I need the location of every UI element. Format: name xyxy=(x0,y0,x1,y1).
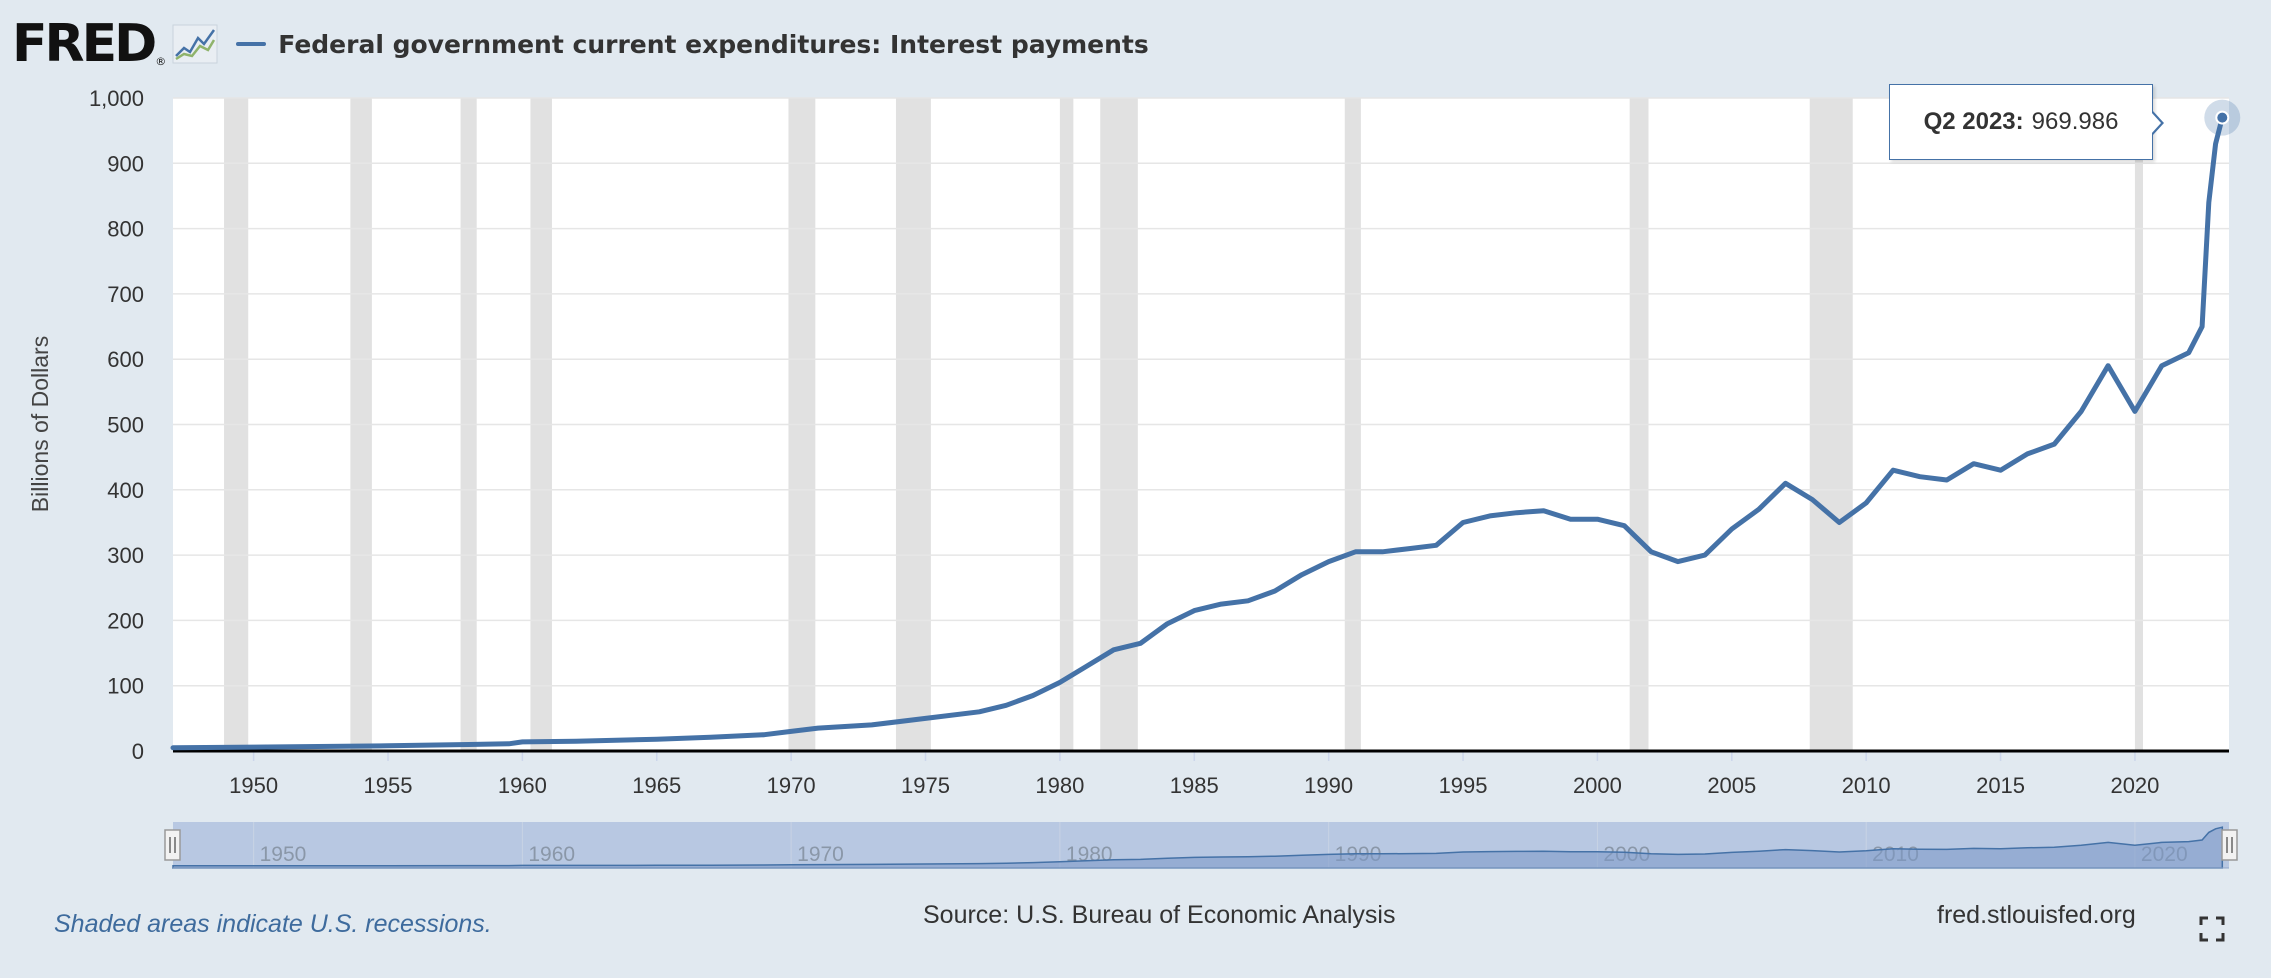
x-tick-label: 2010 xyxy=(1842,773,1891,798)
y-tick-label: 800 xyxy=(107,217,144,242)
series-line[interactable] xyxy=(170,115,2225,751)
x-tick-label: 1980 xyxy=(1035,773,1084,798)
y-tick-label: 500 xyxy=(107,413,144,438)
x-tick-label: 2000 xyxy=(1573,773,1622,798)
fred-registered-mark: ® xyxy=(155,55,167,68)
series-swatch xyxy=(236,42,267,46)
x-tick-label: 1970 xyxy=(767,773,816,798)
y-tick-label: 700 xyxy=(107,282,144,307)
y-tick-label: 100 xyxy=(107,674,144,699)
navigator-handle-left[interactable] xyxy=(164,829,181,861)
x-tick-label: 1960 xyxy=(498,773,547,798)
tooltip: Q2 2023: 969.986 xyxy=(1889,84,2153,160)
x-tick-label: 2020 xyxy=(2110,773,2159,798)
navigator-tick-label: 1960 xyxy=(528,843,575,866)
x-tick-label: 1995 xyxy=(1439,773,1488,798)
y-tick-label: 200 xyxy=(107,608,144,633)
site-link[interactable]: fred.stlouisfed.org xyxy=(1937,901,2136,929)
x-tick-label: 1950 xyxy=(229,773,278,798)
x-tick-label: 1985 xyxy=(1170,773,1219,798)
fullscreen-icon[interactable] xyxy=(2199,916,2225,942)
chart-title: Federal government current expenditures:… xyxy=(278,29,1149,59)
navigator-tick-label: 1950 xyxy=(260,843,307,866)
navigator-tick-label: 1970 xyxy=(797,843,844,866)
source-text: Source: U.S. Bureau of Economic Analysis xyxy=(923,901,1396,929)
tooltip-value: 969.986 xyxy=(2031,108,2119,135)
y-axis-ticks: 0 100 200 300 400 500 600 700 800 900 1,000 xyxy=(89,86,144,764)
y-axis-label: Billions of Dollars xyxy=(27,336,53,512)
fred-logo[interactable]: FRED xyxy=(12,14,157,74)
y-tick-label: 400 xyxy=(107,478,144,503)
tooltip-arrow-inner xyxy=(2151,112,2161,134)
series-group xyxy=(170,115,2225,751)
x-tick-label: 1955 xyxy=(364,773,413,798)
y-tick-label: 0 xyxy=(132,739,144,764)
x-tick-label: 2005 xyxy=(1707,773,1756,798)
y-tick-label: 900 xyxy=(107,151,144,176)
x-tick-label: 1975 xyxy=(901,773,950,798)
x-tick-label: 2015 xyxy=(1976,773,2025,798)
x-tick-label: 1990 xyxy=(1304,773,1353,798)
navigator[interactable]: 19501960197019801990200020102020 xyxy=(164,822,2238,869)
line-chart-icon xyxy=(172,24,218,64)
navigator-area xyxy=(172,826,2224,869)
gridlines xyxy=(173,97,2229,687)
y-tick-label: 300 xyxy=(107,543,144,568)
series-legend[interactable]: Federal government current expenditures:… xyxy=(236,30,1149,59)
tooltip-label: Q2 2023: xyxy=(1923,108,2024,135)
hover-point[interactable] xyxy=(2215,110,2230,125)
x-tick-label: 1965 xyxy=(632,773,681,798)
recession-note: Shaded areas indicate U.S. recessions. xyxy=(54,910,492,938)
y-tick-label: 600 xyxy=(107,347,144,372)
x-axis-ticks: 1950 1955 1960 1965 1970 1975 1980 1985 1990 1995… xyxy=(229,751,2159,798)
chart-header: FRED ® Federal government current expend… xyxy=(12,14,1149,74)
navigator-handle-right[interactable] xyxy=(2221,829,2238,861)
y-tick-label: 1,000 xyxy=(89,86,144,111)
